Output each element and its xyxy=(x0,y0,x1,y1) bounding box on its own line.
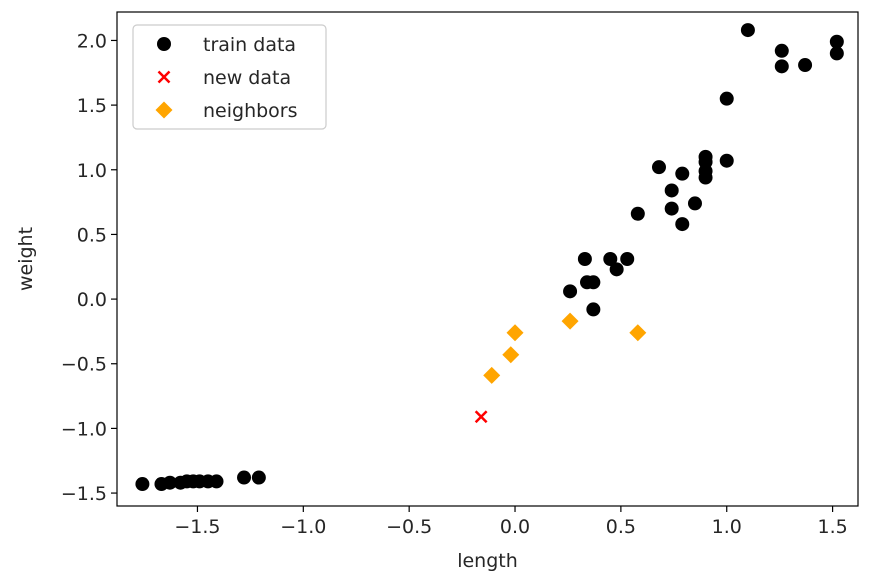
series-neighbors xyxy=(483,312,647,384)
data-point xyxy=(561,312,579,330)
data-point xyxy=(474,410,488,424)
legend-marker xyxy=(157,37,171,51)
y-tick-label: 2.0 xyxy=(77,30,107,52)
x-axis-label: length xyxy=(457,550,518,572)
data-point xyxy=(251,470,266,485)
data-point xyxy=(135,477,150,492)
data-point xyxy=(675,166,690,181)
data-point xyxy=(664,183,679,198)
data-point xyxy=(651,160,666,175)
x-tick-label: 0.5 xyxy=(606,516,636,538)
data-point xyxy=(698,170,713,185)
y-axis-label: weight xyxy=(15,227,37,291)
series-new-data xyxy=(474,410,488,424)
data-point xyxy=(577,252,592,266)
x-tick-label: −1.0 xyxy=(280,516,326,538)
x-tick-label: −1.5 xyxy=(174,516,220,538)
legend-box xyxy=(132,24,327,130)
y-tick-label: −1.0 xyxy=(61,418,107,440)
data-point xyxy=(209,474,224,489)
y-tick-label: 0.5 xyxy=(77,224,107,246)
y-axis: −1.5 −1.0 −0.5 0.0 0.5 1.0 1.5 2.0 xyxy=(61,30,117,505)
series-train-data xyxy=(135,23,844,492)
data-point xyxy=(609,262,624,277)
y-tick-label: 0.0 xyxy=(77,289,107,311)
data-point xyxy=(675,217,690,232)
data-point xyxy=(483,366,501,384)
data-point xyxy=(719,153,734,168)
legend-label: new data xyxy=(203,67,291,89)
data-point xyxy=(629,324,647,342)
data-point xyxy=(620,252,635,266)
data-point xyxy=(664,201,679,216)
y-tick-label: 1.5 xyxy=(77,95,107,117)
legend: train data new data neighbors xyxy=(132,24,327,130)
data-point xyxy=(630,206,645,221)
legend-label: train data xyxy=(203,34,296,56)
y-tick-label: −0.5 xyxy=(61,354,107,376)
plot-frame xyxy=(116,11,859,507)
data-point xyxy=(740,23,755,38)
legend-marker xyxy=(155,101,173,119)
data-point xyxy=(603,252,618,266)
data-point xyxy=(829,34,844,49)
data-point xyxy=(162,475,177,490)
y-tick-label: −1.5 xyxy=(61,483,107,505)
data-point xyxy=(687,196,702,211)
data-point xyxy=(774,43,789,58)
data-point xyxy=(798,58,813,73)
y-tick-label: 1.0 xyxy=(77,160,107,182)
data-point xyxy=(506,324,524,342)
legend-marker xyxy=(157,70,171,84)
x-tick-label: −0.5 xyxy=(386,516,432,538)
data-point xyxy=(502,346,520,364)
data-point xyxy=(774,59,789,74)
data-point xyxy=(563,284,578,299)
plot-area xyxy=(116,11,859,507)
x-tick-label: 1.5 xyxy=(817,516,847,538)
data-point xyxy=(586,302,601,317)
data-point xyxy=(829,46,844,61)
data-point xyxy=(719,91,734,106)
data-point xyxy=(586,275,601,290)
data-point xyxy=(237,470,252,485)
x-tick-label: 0.0 xyxy=(500,516,530,538)
x-axis: −1.5 −1.0 −0.5 0.0 0.5 1.0 1.5 xyxy=(174,506,848,538)
x-tick-label: 1.0 xyxy=(712,516,742,538)
legend-label: neighbors xyxy=(203,100,298,122)
